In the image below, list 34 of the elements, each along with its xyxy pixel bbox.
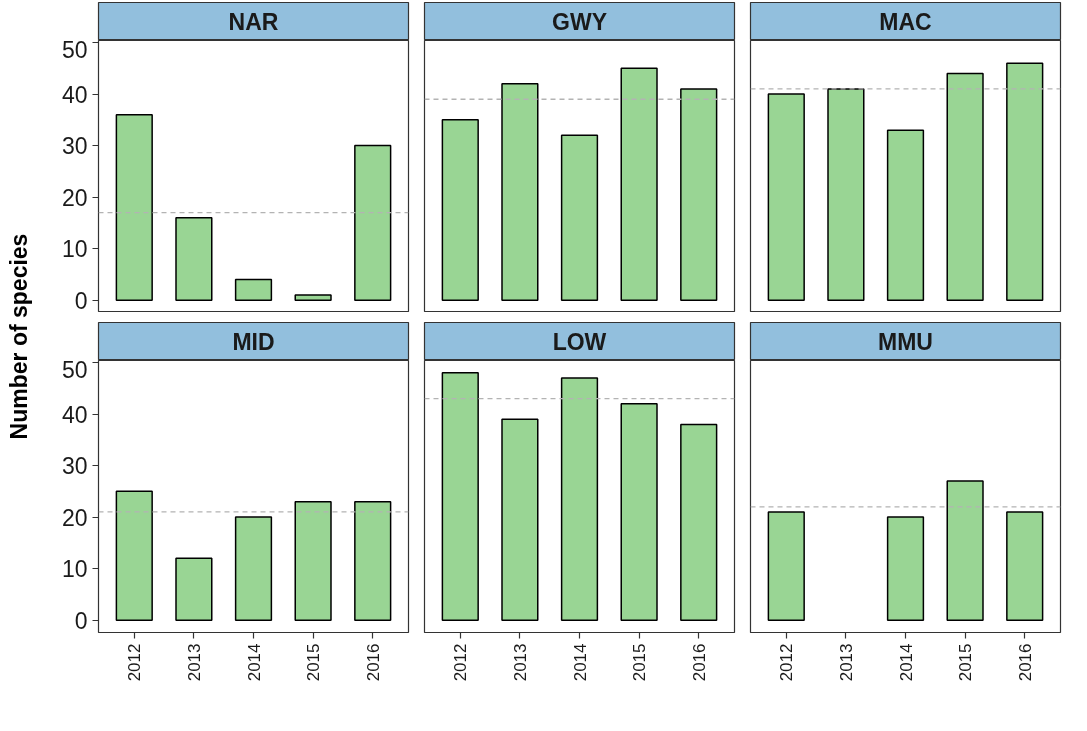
y-tick-label: 0 <box>74 287 88 314</box>
x-tick-label: 2013 <box>510 643 530 682</box>
x-tick-label: 2015 <box>956 643 976 682</box>
y-tick-label: 40 <box>61 401 88 428</box>
y-axis-title: Number of species <box>5 233 32 440</box>
y-tick-label: 40 <box>61 81 88 108</box>
y-tick-label: 0 <box>74 607 88 634</box>
chart-title: MMU <box>878 328 933 355</box>
x-tick-label: 2014 <box>570 643 590 682</box>
x-tick-label: 2015 <box>630 643 650 682</box>
x-tick-label: 2015 <box>304 643 324 682</box>
x-tick-label: 2013 <box>836 643 856 682</box>
x-tick-label: 2016 <box>689 643 709 682</box>
y-tick-label: 10 <box>61 236 88 263</box>
x-tick-label: 2014 <box>244 643 264 682</box>
y-tick-label: 30 <box>61 453 88 480</box>
x-tick-label: 2013 <box>184 643 204 682</box>
chart-title: MAC <box>879 8 932 35</box>
y-tick-label: 10 <box>61 556 88 583</box>
y-tick-label: 50 <box>61 36 88 63</box>
y-tick-label: 30 <box>61 133 88 160</box>
chart-title: NAR <box>228 8 279 35</box>
y-tick-label: 20 <box>61 184 88 211</box>
y-tick-label: 50 <box>61 356 88 383</box>
chart-title: GWY <box>552 8 607 35</box>
x-tick-label: 2016 <box>1015 643 1035 682</box>
x-tick-label: 2012 <box>777 643 797 682</box>
x-tick-label: 2016 <box>363 643 383 682</box>
y-tick-label: 20 <box>61 504 88 531</box>
chart-title: LOW <box>552 328 607 355</box>
chart-title: MID <box>232 328 275 355</box>
x-tick-label: 2012 <box>451 643 471 682</box>
x-tick-label: 2014 <box>896 643 916 682</box>
x-tick-label: 2012 <box>125 643 145 682</box>
